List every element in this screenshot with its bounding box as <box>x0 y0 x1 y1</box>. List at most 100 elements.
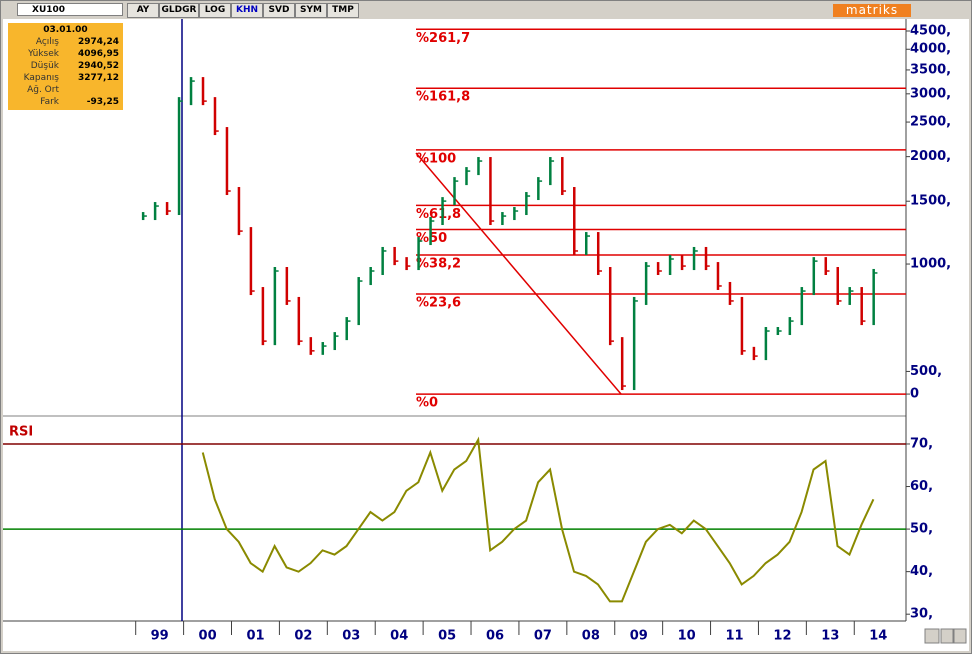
x-tick-label: 14 <box>869 629 887 644</box>
scroll-right[interactable] <box>953 628 967 644</box>
trend-line <box>415 152 622 395</box>
price-bar <box>860 287 863 326</box>
info-label: Düşük <box>30 61 59 71</box>
info-value: 3277,12 <box>78 73 119 83</box>
x-tick-label: 02 <box>294 629 312 644</box>
price-bar <box>453 177 456 206</box>
price-bar <box>704 246 708 271</box>
x-tick-label: 07 <box>534 629 552 644</box>
info-value: 4096,95 <box>78 49 119 59</box>
price-bar <box>537 177 540 201</box>
price-bar <box>836 267 839 305</box>
brand: matriks <box>833 4 911 17</box>
price-bar <box>465 167 468 186</box>
price-bar <box>405 257 408 271</box>
price-bar <box>584 232 588 255</box>
fib-label: %261,7 <box>416 31 470 46</box>
x-tick-label: 00 <box>199 629 217 644</box>
price-bar <box>345 317 348 341</box>
price-bar <box>764 327 768 361</box>
info-label: Yüksek <box>28 49 59 59</box>
x-tick-label: 99 <box>151 629 169 644</box>
symbol-box[interactable]: XU100 <box>17 3 123 16</box>
price-bar <box>177 97 181 216</box>
y-tick-label: 70, <box>910 436 933 451</box>
y-tick-label: 4500, <box>910 23 951 38</box>
price-bar <box>656 262 660 276</box>
price-bar <box>848 287 851 305</box>
price-bar <box>549 157 552 186</box>
price-bar <box>213 97 217 136</box>
fib-label: %0 <box>416 396 438 411</box>
price-bar <box>752 346 756 361</box>
y-tick-label: 4000, <box>910 42 951 57</box>
toolbar-button[interactable]: TMP <box>327 3 359 18</box>
fib-label: %61,8 <box>416 207 461 222</box>
x-tick-label: 11 <box>726 629 744 644</box>
toolbar-button[interactable]: KHN <box>231 3 263 18</box>
x-tick-label: 04 <box>390 629 408 644</box>
info-row: Ağ. Ort <box>8 85 123 96</box>
price-bar <box>668 255 672 276</box>
x-tick-label: 06 <box>486 629 504 644</box>
toolbar-button[interactable]: AY <box>127 3 159 18</box>
y-tick-label: 50, <box>910 522 933 537</box>
info-box: 03.01.00 Açılış 2974,24 Yüksek 4096,95 Düşük… <box>8 23 123 110</box>
y-tick-label: 40, <box>910 564 933 579</box>
x-tick-label: 01 <box>246 629 264 644</box>
price-bar <box>393 246 396 266</box>
y-tick-label: 2500, <box>910 115 951 130</box>
y-tick-label: 1000, <box>910 257 951 272</box>
refresh-button[interactable] <box>924 628 940 644</box>
price-bar <box>692 246 696 271</box>
price-bar <box>620 337 624 391</box>
toolbar-button[interactable]: LOG <box>199 3 231 18</box>
toolbar-button[interactable]: SYM <box>295 3 327 18</box>
price-bar <box>872 268 875 326</box>
price-bar <box>165 202 169 216</box>
x-axis-bg <box>3 621 906 651</box>
price-bar <box>429 217 432 246</box>
info-value: -93,25 <box>86 97 119 107</box>
x-tick-label: 05 <box>438 629 456 644</box>
y-tick-label: 3500, <box>910 62 951 77</box>
price-bar <box>489 157 492 226</box>
price-bar <box>189 77 193 106</box>
y-tick-label: 500, <box>910 364 942 379</box>
price-bar <box>632 296 636 391</box>
toolbar-button[interactable]: SVD <box>263 3 295 18</box>
price-bar <box>477 157 480 176</box>
price-bar <box>201 77 205 106</box>
price-bar <box>561 157 564 196</box>
fib-label: %38,2 <box>416 257 461 272</box>
price-bar <box>573 187 576 255</box>
price-bar <box>501 212 504 226</box>
price-bar <box>357 277 360 326</box>
info-label: Ağ. Ort <box>27 85 59 95</box>
price-bar <box>812 257 816 296</box>
info-label: Açılış <box>35 37 59 47</box>
price-bar <box>237 187 241 236</box>
y-tick-label: 1500, <box>910 194 951 209</box>
price-bar <box>740 296 744 355</box>
fib-label: %161,8 <box>416 90 470 105</box>
rsi-title: RSI <box>9 425 33 440</box>
price-bar <box>273 267 277 346</box>
toolbar-button[interactable]: GLDGR <box>159 3 199 18</box>
price-bar <box>381 246 384 276</box>
price-bar <box>369 267 372 286</box>
scroll-left[interactable] <box>940 628 954 644</box>
rsi-line <box>201 436 875 603</box>
chart: RSI 4500, 4000, 3500, 3000, 2500, 2000, 1500, 1… <box>3 19 969 651</box>
y-tick-label: 3000, <box>910 86 951 101</box>
axis-bg <box>906 19 969 651</box>
price-bar <box>800 287 804 326</box>
price-bar <box>788 317 792 336</box>
price-bar <box>297 296 301 346</box>
fib-label: %23,6 <box>416 296 461 311</box>
info-row: Düşük 2940,52 <box>8 61 123 72</box>
price-bar <box>321 342 325 355</box>
x-tick-label: 10 <box>678 629 696 644</box>
info-row: Açılış 2974,24 <box>8 37 123 48</box>
